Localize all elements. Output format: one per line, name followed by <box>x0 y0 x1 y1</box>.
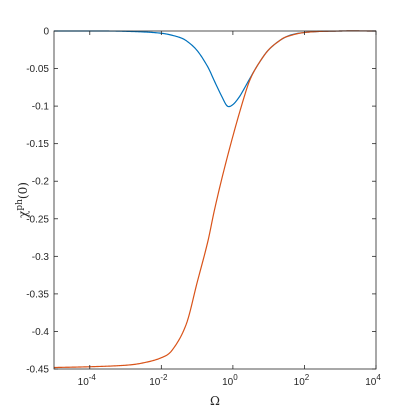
x-tick-label: 100 <box>222 373 238 388</box>
x-tick-label: 104 <box>365 373 381 388</box>
series-line-1 <box>54 30 376 108</box>
x-tick-label: 10-4 <box>78 373 97 388</box>
y-axis-label: χph(0) <box>15 182 30 218</box>
y-tick-label: -0.25 <box>26 214 49 225</box>
y-tick-label: -0.15 <box>26 139 49 150</box>
x-tick-label: 10-2 <box>149 373 168 388</box>
plot-frame <box>53 30 377 370</box>
y-tick-label: 0 <box>43 27 49 38</box>
y-tick-label: -0.35 <box>26 289 49 300</box>
x-axis-label: Ω <box>210 394 220 408</box>
y-tick-label: -0.45 <box>26 365 49 376</box>
y-tick-label: -0.1 <box>32 102 50 113</box>
ticks-layer: 10-4 10-2 100 102 104 0 -0.05 -0.1 -0.15 -0.2 -0.2… <box>26 27 381 389</box>
y-tick-label: -0.2 <box>32 177 50 188</box>
series-layer <box>53 30 376 369</box>
y-tick-label: -0.4 <box>32 327 50 338</box>
y-tick-label: -0.3 <box>32 252 50 263</box>
y-tick-label: -0.05 <box>26 64 49 75</box>
x-tick-label: 102 <box>294 373 310 388</box>
